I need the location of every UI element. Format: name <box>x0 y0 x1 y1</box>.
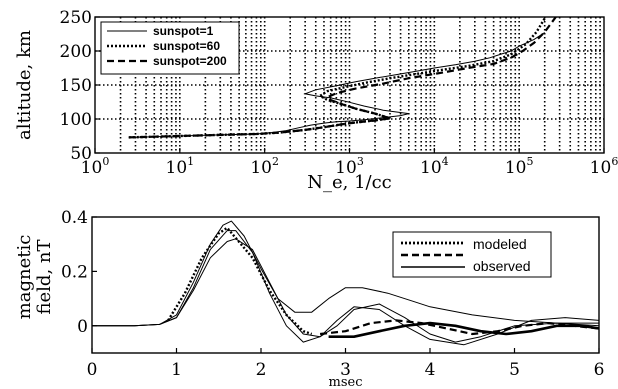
x-tick-exponent: 2 <box>272 155 279 168</box>
x-tick-label: 1 <box>171 360 182 380</box>
series-line-1 <box>92 230 599 346</box>
series-line-0 <box>92 220 599 327</box>
series-line-2 <box>128 17 557 139</box>
series-line-2 <box>92 238 599 343</box>
y-tick-label: 150 <box>60 76 92 96</box>
x-tick-base: 10 <box>420 158 442 178</box>
series-line-4 <box>319 319 599 336</box>
y-axis-label: magnetic <box>14 235 35 320</box>
series-line-3 <box>167 226 313 336</box>
x-tick-label: 6 <box>594 360 605 380</box>
x-tick-label: 100 <box>81 155 110 178</box>
legend-label: sunspot=60 <box>153 39 220 53</box>
legend-box <box>392 231 552 278</box>
legend-label: sunspot=200 <box>153 54 227 68</box>
x-tick-label: 106 <box>590 155 618 178</box>
x-tick-exponent: 6 <box>611 155 618 168</box>
y-tick-label: 50 <box>70 144 92 164</box>
y-axis-label-line-2: field, nT <box>34 240 55 315</box>
y-tick-label: 200 <box>60 42 92 62</box>
x-tick-label: 104 <box>420 155 449 178</box>
x-axis-label: N_e, 1/cc <box>307 172 392 193</box>
x-tick-base: 10 <box>505 158 527 178</box>
x-tick-exponent: 3 <box>357 155 364 168</box>
y-axis-label: altitude, km <box>14 30 35 140</box>
series-line-1 <box>128 17 546 139</box>
series-line-5 <box>328 321 599 339</box>
y-tick-label: 0 <box>77 317 88 337</box>
x-tick-label: 103 <box>335 155 364 178</box>
x-tick-label: 2 <box>256 360 267 380</box>
x-tick-base: 10 <box>335 158 357 178</box>
x-tick-exponent: 4 <box>442 155 449 168</box>
bottom-chart: 0 1 2 3 4 5 6 0 0.2 0.4 msec magnetic field, nT model… <box>14 208 604 389</box>
x-tick-label: 3 <box>340 360 351 380</box>
y-tick-label: 250 <box>60 8 92 28</box>
x-tick-exponent: 5 <box>526 155 533 168</box>
x-tick-label: 101 <box>166 155 195 178</box>
x-tick-base: 10 <box>166 158 188 178</box>
y-tick-label: 0.4 <box>61 208 88 228</box>
y-tick-label: 100 <box>60 110 92 130</box>
top-chart: 100 101 102 103 104 105 10650100150200250N_e, … <box>14 8 618 193</box>
x-tick-label: 102 <box>250 155 279 178</box>
y-tick-label: 0.2 <box>61 262 88 282</box>
x-tick-label: 0 <box>87 360 98 380</box>
x-tick-label: 4 <box>425 360 436 380</box>
legend-label: sunspot=1 <box>153 24 214 38</box>
x-tick-base: 10 <box>590 158 612 178</box>
x-tick-exponent: 1 <box>187 155 194 168</box>
x-tick-base: 10 <box>81 158 103 178</box>
x-tick-base: 10 <box>250 158 272 178</box>
legend-label: modeled <box>473 236 527 252</box>
legend-label: observed <box>473 258 531 274</box>
x-tick-exponent: 0 <box>102 155 109 168</box>
x-tick-label: 5 <box>509 360 520 380</box>
x-tick-label: 105 <box>505 155 534 178</box>
x-axis-label: msec <box>329 375 363 389</box>
